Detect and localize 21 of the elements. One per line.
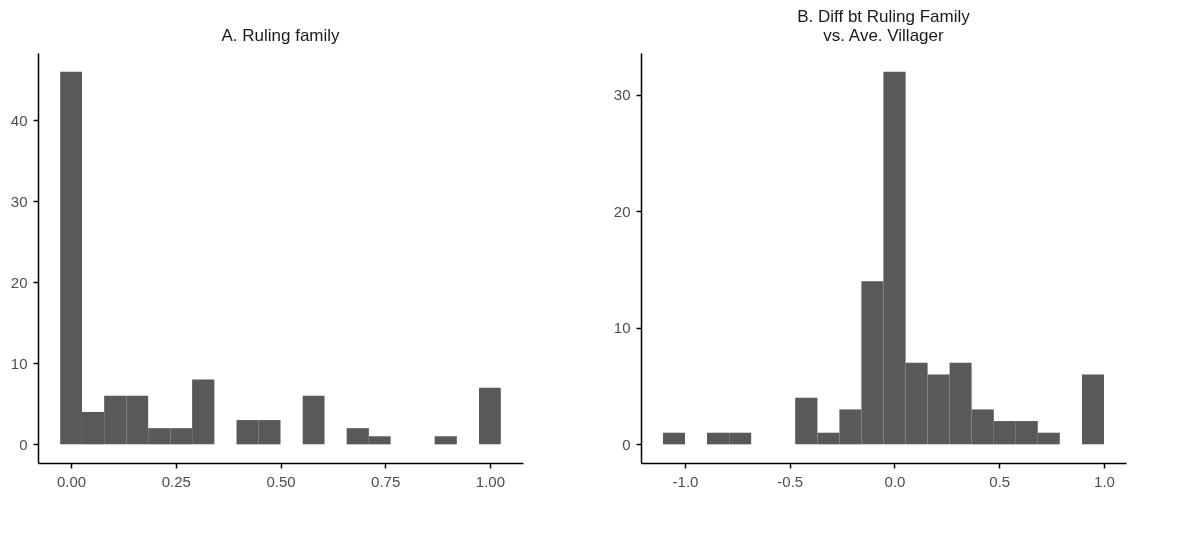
y-tick-label: 10 bbox=[10, 354, 28, 372]
y-tick-label: 20 bbox=[10, 273, 28, 291]
x-tick-label: 0.50 bbox=[266, 472, 296, 490]
chart-title: A. Ruling family bbox=[221, 26, 341, 45]
chart-title: B. Diff bt Ruling Family vs. Ave. Villager bbox=[797, 7, 971, 45]
y-tick-label: 0 bbox=[19, 435, 28, 453]
x-tick-label: 1.0 bbox=[1094, 472, 1115, 490]
x-tick-label: 0.5 bbox=[989, 472, 1011, 490]
y-tick-label: 30 bbox=[10, 192, 28, 210]
x-tick-label: -1.0 bbox=[672, 472, 699, 490]
y-tick-label: 30 bbox=[613, 86, 631, 104]
y-tick-label: 40 bbox=[10, 111, 28, 129]
y-tick-label: 20 bbox=[613, 202, 631, 220]
x-tick-label: 0.25 bbox=[161, 472, 191, 490]
x-tick-label: 0.0 bbox=[884, 472, 906, 490]
x-tick-label: 0.00 bbox=[56, 472, 87, 490]
x-tick-label: 1.00 bbox=[475, 472, 506, 490]
y-tick-label: 10 bbox=[613, 319, 631, 337]
x-tick-label: 0.75 bbox=[371, 472, 401, 490]
y-tick-label: 0 bbox=[622, 435, 631, 453]
x-tick-label: -0.5 bbox=[777, 472, 804, 490]
